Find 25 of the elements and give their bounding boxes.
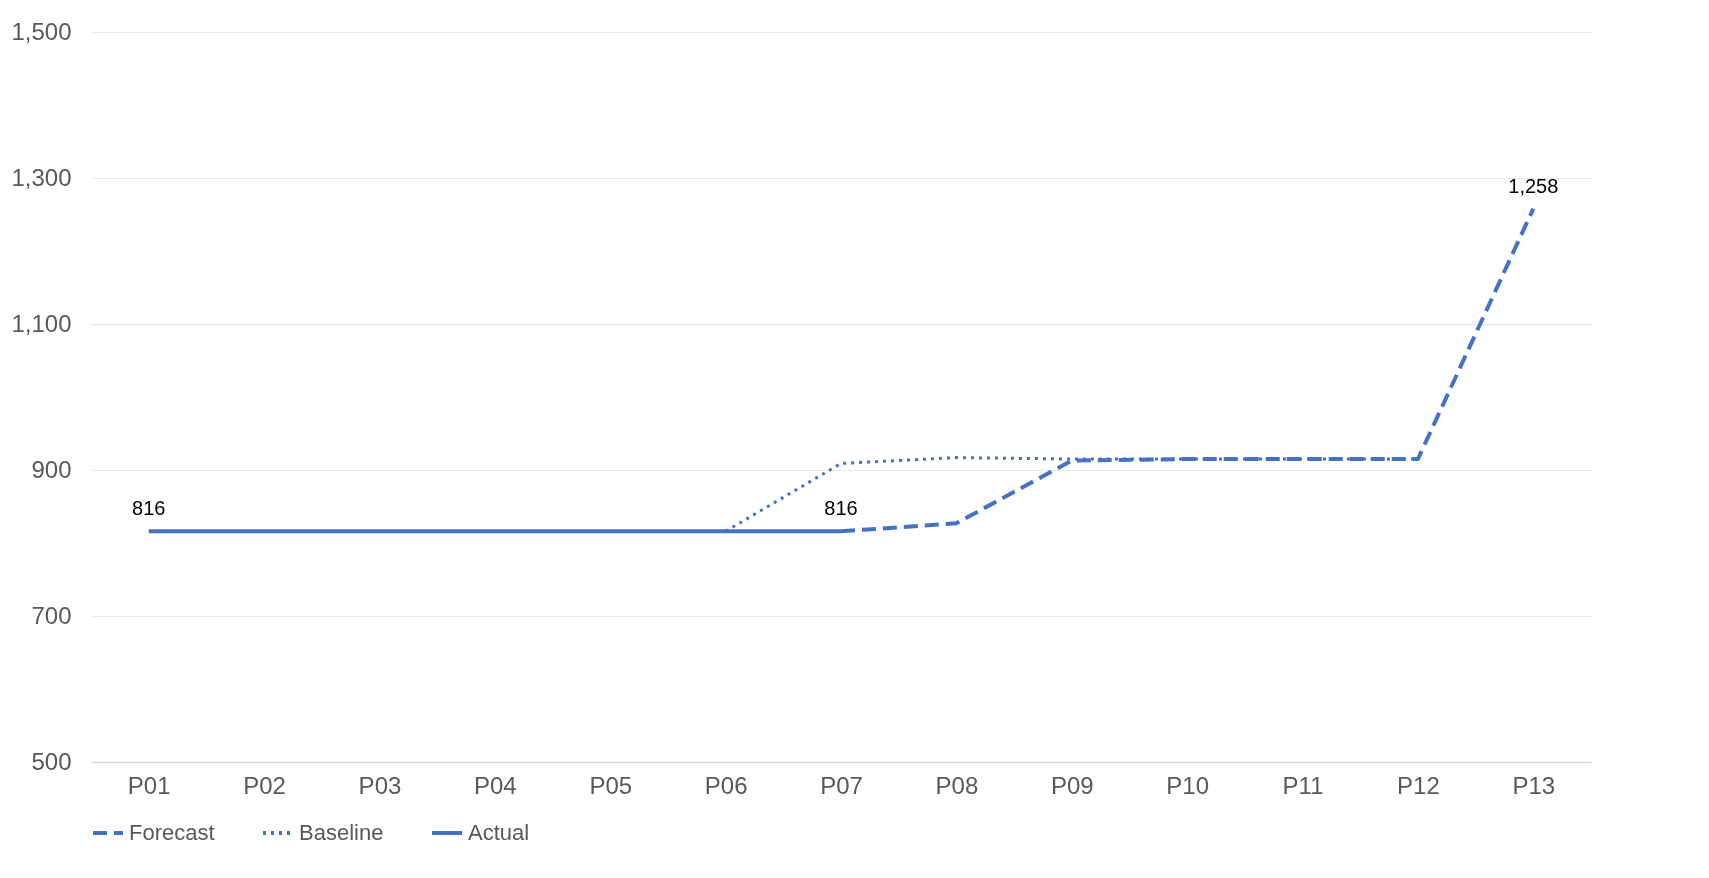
- x-tick-label: P05: [589, 771, 633, 799]
- x-tick-label: P11: [1282, 771, 1324, 799]
- x-tick-label: P07: [820, 771, 863, 799]
- x-tick-label: P06: [704, 771, 748, 799]
- data-label: 816: [132, 497, 166, 520]
- x-tick-label: P02: [243, 771, 286, 799]
- x-tick-label: P13: [1512, 771, 1556, 799]
- y-tick-label: 700: [31, 601, 72, 629]
- y-tick-label: 1,100: [11, 309, 72, 337]
- y-tick-label: 900: [31, 455, 72, 483]
- legend-label: Baseline: [299, 820, 384, 845]
- y-tick-label: 1,500: [11, 17, 72, 45]
- x-tick-label: P08: [935, 771, 979, 799]
- data-label: 816: [824, 497, 858, 520]
- x-tick-label: P03: [358, 771, 402, 799]
- legend-label: Actual: [468, 820, 530, 845]
- y-tick-label: 500: [31, 747, 72, 775]
- y-tick-label: 1,300: [11, 163, 72, 191]
- x-tick-label: P10: [1166, 771, 1210, 799]
- x-tick-label: P01: [127, 771, 171, 799]
- legend-label: Forecast: [129, 820, 215, 845]
- x-tick-label: P12: [1397, 771, 1440, 799]
- x-tick-label: P09: [1050, 771, 1094, 799]
- data-label: 1,258: [1508, 174, 1559, 197]
- x-tick-label: P04: [473, 771, 517, 799]
